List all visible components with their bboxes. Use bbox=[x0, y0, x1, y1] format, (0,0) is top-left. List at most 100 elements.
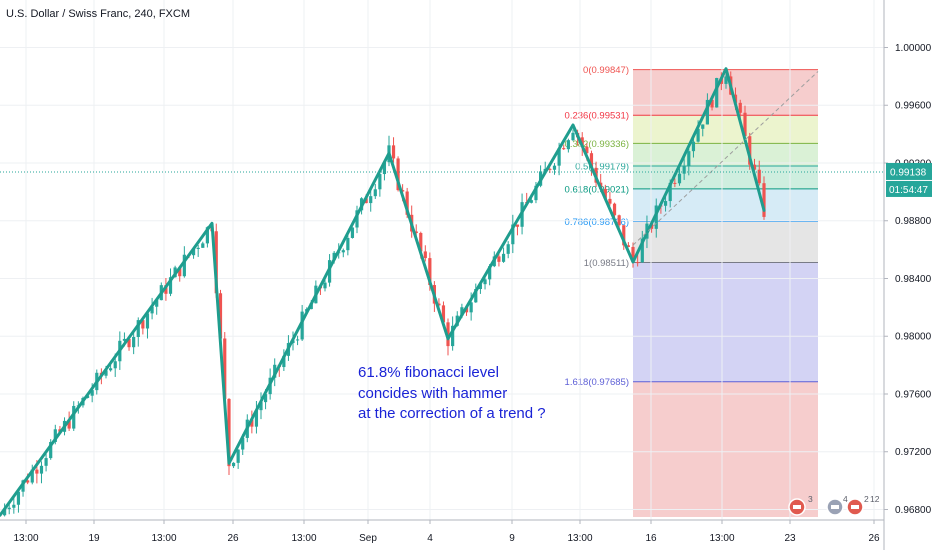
event-flag-glyph bbox=[831, 505, 839, 509]
candle-body bbox=[150, 306, 154, 314]
candle-body bbox=[743, 112, 747, 137]
candle-body bbox=[178, 267, 182, 277]
candle-body bbox=[396, 158, 400, 191]
candle-body bbox=[164, 285, 168, 294]
candle-body bbox=[696, 128, 700, 142]
candle-body bbox=[469, 302, 473, 313]
candle-body bbox=[155, 300, 159, 307]
candle-body bbox=[369, 196, 373, 204]
candle-body bbox=[677, 173, 682, 184]
candle-body bbox=[497, 256, 501, 262]
candle-body bbox=[355, 210, 359, 228]
candle-body bbox=[346, 237, 350, 251]
candle-body bbox=[715, 77, 719, 108]
y-tick-label: 0.96800 bbox=[895, 505, 932, 516]
candle-body bbox=[622, 225, 626, 246]
candle-body bbox=[201, 243, 205, 248]
zigzag-pattern[interactable] bbox=[0, 67, 766, 517]
candle-body bbox=[441, 305, 446, 323]
candle-body bbox=[663, 201, 668, 206]
candle-body bbox=[136, 320, 140, 337]
candle-body bbox=[460, 307, 464, 316]
candle-body bbox=[631, 246, 635, 263]
fib-level-label: 0.786(0.98796) bbox=[565, 217, 629, 228]
fib-trend-line[interactable] bbox=[632, 71, 819, 246]
x-tick-label: 9 bbox=[509, 533, 515, 544]
fib-zone bbox=[633, 262, 818, 382]
candle-body bbox=[35, 469, 39, 474]
candle-body bbox=[687, 151, 691, 166]
candle-body bbox=[241, 437, 245, 450]
candle-body bbox=[405, 191, 409, 215]
candle-body bbox=[273, 364, 277, 378]
candle-body bbox=[145, 313, 150, 329]
candle-body bbox=[382, 162, 387, 175]
candle-body bbox=[3, 509, 7, 516]
fib-level-label: 1.618(0.97685) bbox=[565, 377, 629, 388]
candle-body bbox=[608, 198, 612, 204]
candle-body bbox=[757, 169, 761, 184]
x-tick-label: 13:00 bbox=[151, 533, 176, 544]
candle-body bbox=[673, 182, 677, 184]
candle-body bbox=[668, 182, 672, 202]
price-axis-background bbox=[884, 0, 932, 550]
candle-body bbox=[691, 141, 696, 152]
candle-body bbox=[373, 189, 377, 197]
candle-body bbox=[483, 279, 487, 285]
candle-body bbox=[738, 102, 742, 113]
fib-zone bbox=[633, 115, 818, 144]
fib-level-label: 0(0.99847) bbox=[583, 65, 629, 76]
fib-level-label: 0.618(0.99021) bbox=[565, 184, 629, 195]
x-tick-label: 13:00 bbox=[291, 533, 316, 544]
candle-body bbox=[474, 289, 478, 303]
candle-body bbox=[49, 441, 53, 459]
drawings[interactable]: 3 4 2 12 bbox=[0, 67, 884, 517]
candle-body bbox=[419, 233, 423, 252]
candle-body bbox=[127, 338, 131, 348]
candle-body bbox=[132, 336, 136, 348]
y-tick-label: 1.00000 bbox=[895, 43, 932, 54]
candle-body bbox=[451, 325, 455, 347]
candle-body bbox=[414, 231, 418, 234]
candle-body bbox=[612, 203, 617, 216]
candle-body bbox=[626, 245, 630, 247]
candle-body bbox=[488, 266, 492, 280]
candle-body bbox=[701, 124, 705, 129]
chart-title: U.S. Dollar / Swiss Franc, 240, FXCM bbox=[6, 8, 190, 20]
candle-body bbox=[437, 303, 441, 306]
candle-body bbox=[391, 145, 396, 159]
fibonacci-retracement[interactable]: 0(0.99847) 0.236(0.99531) 0.382(0.99336) 0.… bbox=[565, 65, 818, 517]
candle-body bbox=[300, 311, 304, 340]
candle-body bbox=[295, 339, 300, 341]
candle-body bbox=[636, 262, 640, 264]
candle-body bbox=[39, 465, 44, 474]
candle-body bbox=[263, 394, 268, 403]
candle-body bbox=[109, 368, 113, 371]
fib-level-label: 1(0.98511) bbox=[584, 258, 629, 269]
fib-level-label: 0.382(0.99336) bbox=[565, 139, 629, 150]
fib-level-label: 0.236(0.99531) bbox=[565, 111, 629, 122]
candle-body bbox=[654, 205, 658, 229]
candle-body bbox=[72, 405, 76, 429]
event-count-label: 4 bbox=[843, 494, 848, 504]
x-tick-label: 16 bbox=[645, 533, 657, 544]
candle-body bbox=[705, 99, 709, 125]
candle-body bbox=[350, 227, 355, 238]
event-flag-glyph bbox=[851, 505, 859, 509]
candle-body bbox=[16, 491, 21, 505]
candle-body bbox=[282, 355, 286, 368]
x-tick-label: 23 bbox=[784, 533, 796, 544]
y-tick-label: 0.98800 bbox=[895, 216, 932, 227]
candle-body bbox=[640, 238, 644, 263]
time-axis-background bbox=[0, 520, 932, 550]
event-count-label: 3 bbox=[808, 494, 813, 504]
candle-body bbox=[113, 361, 117, 369]
x-tick-label: 19 bbox=[88, 533, 100, 544]
candle-body bbox=[506, 244, 510, 254]
y-tick-label: 0.99600 bbox=[895, 101, 932, 112]
candle-body bbox=[511, 224, 515, 245]
candle-body bbox=[30, 469, 34, 483]
candle-body bbox=[341, 250, 345, 253]
y-tick-label: 0.98000 bbox=[895, 332, 932, 343]
